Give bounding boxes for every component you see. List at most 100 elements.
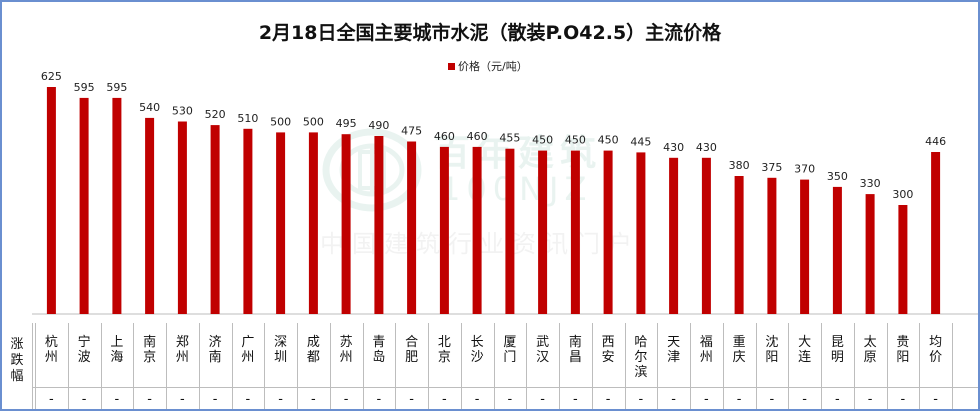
table-divider (854, 323, 855, 409)
chart-title: 2月18日全国主要城市水泥（散装P.O42.5）主流价格 (258, 22, 722, 44)
change-value-7: - (245, 392, 251, 407)
bar-28 (931, 152, 941, 314)
category-label-17: 南昌 (568, 335, 582, 365)
table-divider (428, 323, 429, 409)
bar-1 (46, 87, 56, 314)
table-divider (35, 323, 36, 409)
category-label-9: 成都 (306, 335, 320, 365)
bar-19 (636, 152, 646, 314)
bar-5 (177, 121, 187, 314)
category-label-12: 合肥 (405, 335, 419, 365)
bar-3 (112, 97, 122, 315)
table-divider (494, 323, 495, 409)
data-label-5: 530 (172, 105, 193, 118)
data-label-21: 430 (696, 141, 717, 154)
data-label-9: 500 (303, 115, 324, 128)
change-value-12: - (409, 392, 414, 407)
change-value-8: - (278, 392, 283, 407)
change-value-3: - (114, 392, 120, 407)
bar-23 (767, 177, 777, 314)
bar-2 (79, 97, 89, 315)
table-divider (199, 323, 200, 409)
change-table: 涨跌幅 杭州 - 宁波 - 上海 - 南京 - 郑州 - 济南 - 广州 - 深圳 - 成都 - 苏州 - 青岛 - 合肥 -… (2, 323, 978, 409)
change-value-4: - (147, 392, 152, 407)
bar-chart: 625 595 595 540 530 520 510 500 500 495 490 475 460 4… (32, 70, 978, 315)
legend-label: 价格（元/吨） (458, 60, 528, 73)
category-label-16: 武汉 (536, 335, 550, 365)
change-value-23: - (769, 392, 775, 407)
category-label-14: 长沙 (470, 335, 484, 365)
data-label-15: 455 (499, 132, 520, 145)
data-label-3: 595 (106, 81, 127, 94)
data-label-6: 520 (205, 108, 226, 121)
table-divider (68, 323, 69, 409)
bar-7 (243, 128, 253, 314)
category-label-2: 宁波 (77, 335, 91, 365)
change-value-15: - (507, 392, 513, 407)
table-divider (133, 323, 134, 409)
category-label-27: 贵阳 (896, 335, 910, 365)
change-value-11: - (376, 392, 382, 407)
data-label-28: 446 (925, 135, 946, 148)
category-label-3: 上海 (110, 335, 124, 365)
bar-10 (341, 134, 351, 314)
table-divider (461, 323, 462, 409)
category-label-1: 杭州 (44, 335, 58, 365)
data-label-14: 460 (467, 130, 488, 143)
change-value-16: - (540, 392, 545, 407)
table-row-header: 涨跌幅 (10, 337, 24, 384)
change-value-13: - (442, 392, 447, 407)
data-label-18: 450 (598, 134, 619, 147)
chart-legend: 价格（元/吨） (448, 58, 528, 74)
data-label-25: 350 (827, 170, 848, 183)
bar-20 (669, 157, 679, 314)
bar-6 (210, 125, 220, 314)
category-label-4: 南京 (143, 335, 157, 365)
watermark-brand: 百年建筑 (434, 133, 603, 174)
table-row-divider (32, 387, 978, 388)
change-value-10: - (343, 392, 349, 407)
table-divider (821, 323, 822, 409)
bar-13 (439, 146, 449, 314)
table-divider (526, 323, 527, 409)
legend-swatch (448, 62, 455, 70)
table-divider (756, 323, 757, 409)
category-label-5: 郑州 (175, 335, 189, 365)
change-value-9: - (311, 392, 316, 407)
change-value-6: - (212, 392, 218, 407)
bar-8 (276, 132, 286, 314)
bar-4 (145, 117, 155, 315)
table-divider (330, 323, 331, 409)
data-label-19: 445 (630, 135, 651, 148)
category-label-8: 深圳 (274, 335, 288, 365)
category-label-15: 厦门 (503, 335, 517, 365)
change-value-1: - (49, 392, 54, 407)
change-value-17: - (573, 392, 578, 407)
category-label-19: 哈尔滨 (634, 335, 648, 380)
data-label-10: 495 (336, 117, 357, 130)
table-divider (32, 323, 33, 409)
table-divider (363, 323, 364, 409)
table-divider (232, 323, 233, 409)
data-label-2: 595 (74, 81, 95, 94)
category-label-25: 昆明 (830, 335, 844, 365)
bar-21 (701, 157, 711, 314)
category-label-13: 北京 (437, 335, 451, 365)
category-label-18: 西安 (601, 335, 615, 365)
bar-25 (832, 186, 842, 314)
data-label-12: 475 (401, 125, 422, 138)
data-label-26: 330 (860, 177, 881, 190)
table-divider (559, 323, 560, 409)
data-label-24: 370 (794, 163, 815, 176)
change-value-18: - (605, 392, 611, 407)
bar-15 (505, 148, 515, 314)
data-label-13: 460 (434, 130, 455, 143)
table-divider (166, 323, 167, 409)
data-label-7: 510 (237, 112, 258, 125)
data-label-1: 625 (41, 70, 62, 83)
data-label-17: 450 (565, 134, 586, 147)
table-divider (788, 323, 789, 409)
bar-24 (800, 179, 810, 314)
change-value-14: - (474, 392, 480, 407)
